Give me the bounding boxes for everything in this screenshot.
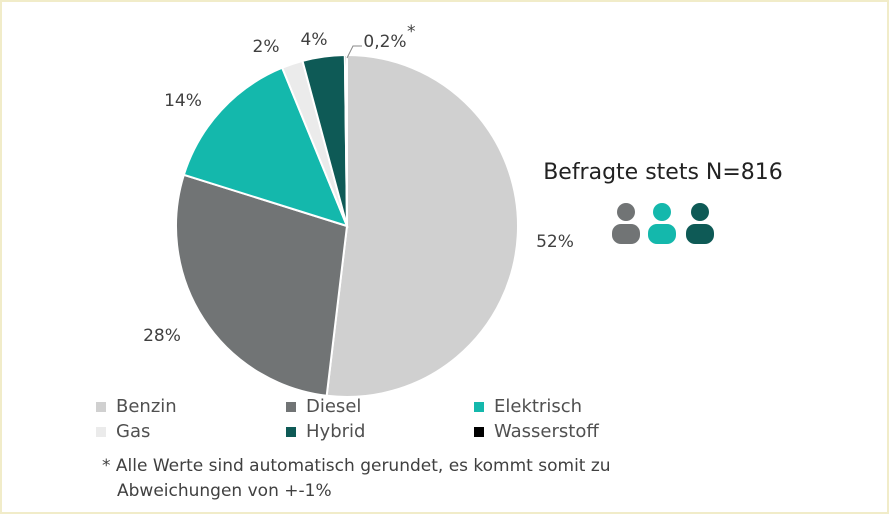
annotation: Befragte stets N=816 (543, 160, 783, 185)
legend-swatch (474, 427, 484, 437)
pie-slice (343, 53, 348, 227)
legend-swatch (96, 427, 106, 437)
data-label: 28% (143, 326, 181, 346)
legend-swatch (474, 402, 484, 412)
legend-label: Benzin (116, 396, 177, 417)
legend-swatch (96, 402, 106, 412)
legend-label: Diesel (306, 396, 361, 417)
pie-slice (182, 66, 349, 228)
legend-label: Elektrisch (494, 396, 582, 417)
label-marker: * (407, 22, 416, 42)
legend-swatch (286, 427, 296, 437)
footnote: * Alle Werte sind automatisch gerundet, … (102, 456, 611, 476)
legend-label: Gas (116, 421, 150, 442)
pie-slice (325, 53, 519, 398)
footnote: Abweichungen von +-1% (117, 481, 332, 501)
data-label: 2% (253, 37, 280, 57)
legend-swatch (286, 402, 296, 412)
data-label: 4% (301, 30, 328, 50)
legend-label: Wasserstoff (494, 421, 599, 442)
people-icons (612, 203, 714, 244)
data-label: 14% (164, 91, 202, 111)
legend-label: Hybrid (306, 421, 365, 442)
leader-line (346, 45, 362, 59)
data-label: 0,2% (363, 32, 406, 52)
data-label: 52% (536, 232, 574, 252)
pie-slice (175, 173, 349, 397)
